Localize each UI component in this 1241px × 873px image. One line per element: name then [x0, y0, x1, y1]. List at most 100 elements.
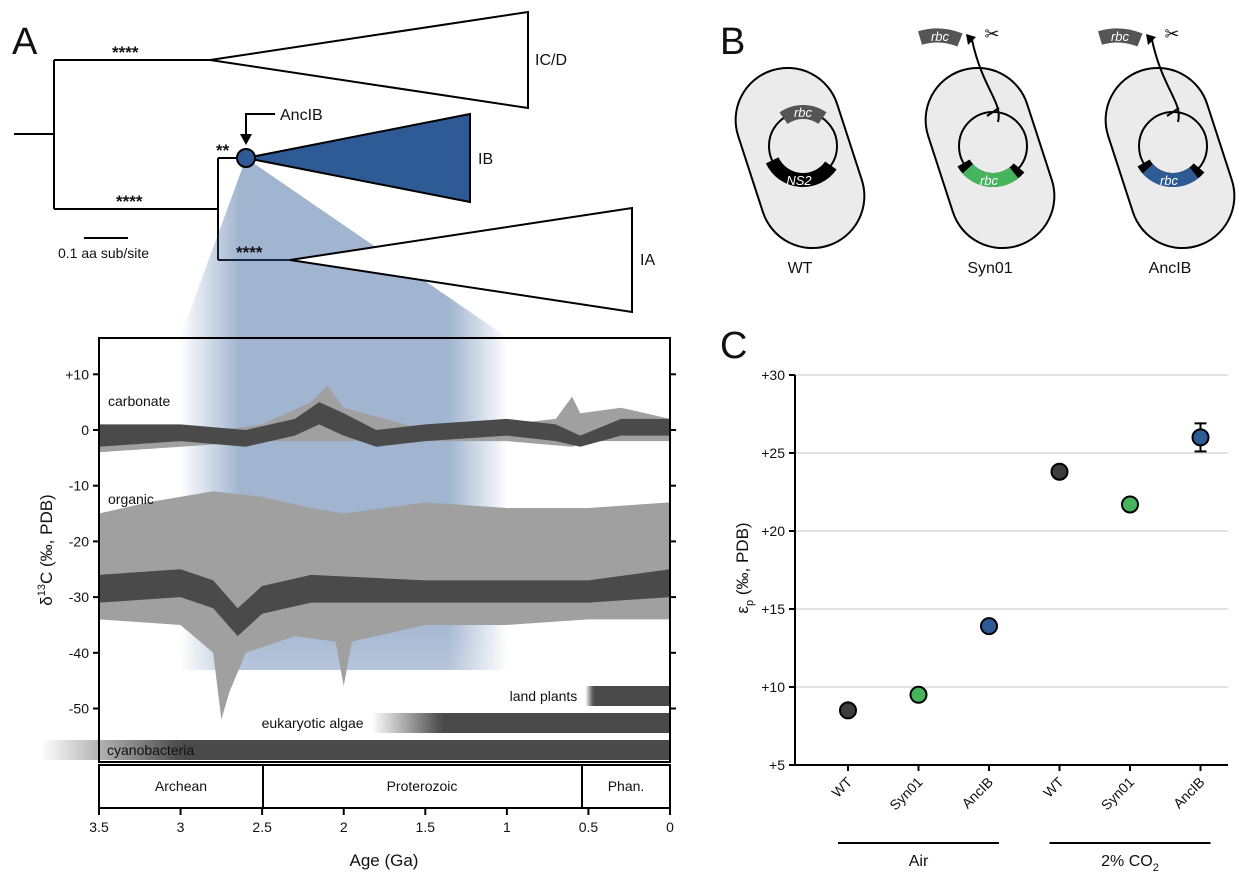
group-label: Air	[909, 853, 929, 870]
range-label: land plants	[510, 688, 578, 704]
strain-label: Syn01	[967, 260, 1012, 277]
ns2-label: NS2	[786, 173, 812, 188]
range-label: cyanobacteria	[107, 742, 194, 758]
range-fade	[585, 686, 594, 706]
node-label-ancib: AncIB	[280, 107, 323, 124]
y-tick-label: +30	[761, 367, 785, 383]
scissors-icon: ✂	[1164, 24, 1179, 44]
x-tick-label: 3	[177, 819, 185, 835]
support-ib: **	[216, 141, 230, 160]
condition-groups: Air 2% CO2	[838, 842, 1211, 873]
organic-envelope	[99, 491, 670, 720]
x-tick-label: 0.5	[579, 819, 599, 835]
clade-ia-triangle	[289, 206, 633, 314]
eon-archean: Archean	[155, 778, 207, 794]
y-tick-label: -30	[69, 589, 89, 605]
eon-proterozoic: Proterozoic	[387, 778, 458, 794]
y-tick-label: +25	[761, 445, 785, 461]
strain-label: WT	[788, 260, 813, 277]
rbc-label: rbc	[794, 105, 813, 120]
isotope-x-label: Age (Ga)	[350, 851, 419, 870]
organic-mean-band	[99, 569, 670, 637]
series-label-carbonate: carbonate	[108, 393, 170, 409]
x-tick-label: 2	[340, 819, 348, 835]
isotope-plot-frame	[98, 337, 671, 763]
x-tick-label: WT	[1040, 773, 1067, 800]
x-tick-label: AncIB	[1170, 774, 1208, 812]
excised-rbc	[917, 28, 963, 47]
x-tick-label: 2.5	[252, 819, 272, 835]
arrowhead-icon	[1146, 34, 1156, 45]
cut-mark	[986, 107, 1000, 117]
x-tick-label: Syn01	[886, 774, 926, 814]
panel-a-letter: A	[12, 21, 38, 63]
arrowhead-icon	[240, 134, 252, 145]
insert-rbc	[962, 163, 1019, 187]
insert-rbc-label: rbc	[1160, 173, 1179, 188]
strain-label: AncIB	[1149, 260, 1192, 277]
excision-arrow-icon	[971, 39, 1000, 123]
isotope-y-ticks: +10 0 -10 -20 -30 -40 -50	[65, 366, 676, 717]
y-tick-label: +15	[761, 601, 785, 617]
cell-outline	[1104, 66, 1236, 250]
y-tick-label: 0	[81, 422, 89, 438]
clade-label-icd: IC/D	[535, 52, 567, 69]
eon-phanerozoic: Phan.	[608, 778, 645, 794]
excision-arrow-icon	[1151, 39, 1180, 123]
y-tick-label: +20	[761, 523, 785, 539]
clade-label-ib: IB	[478, 151, 493, 168]
scatter-y-label: εp (‰, PDB)	[733, 522, 756, 613]
scissors-icon: ✂	[984, 24, 999, 44]
y-tick-label: -10	[69, 478, 89, 494]
excised-rbc	[1097, 28, 1143, 47]
clade-icd-triangle	[209, 10, 529, 110]
ancib-arrow-icon	[245, 113, 275, 136]
cell-outline	[734, 66, 866, 250]
y-tick-label: +10	[65, 366, 89, 382]
excised-rbc-label: rbc	[1111, 29, 1130, 44]
scale-label: 0.1 aa sub/site	[58, 245, 149, 261]
fractionation-scatter: +5 +10 +15 +20 +25 +30 WT Syn01 AncIB WT Syn01 AncI…	[761, 367, 1228, 813]
data-point	[1050, 462, 1069, 481]
range-fade	[371, 713, 442, 733]
x-tick-label: 3.5	[89, 819, 109, 835]
panel-b-letter: B	[720, 21, 745, 63]
x-tick-label: 0	[666, 819, 674, 835]
support-icd: ****	[112, 43, 139, 62]
isotope-y-label: δ13C (‰, PDB)	[36, 494, 56, 605]
range-bar	[441, 713, 670, 733]
cell-diagrams: rbc NS2 WT rbc rbc ✂ Syn01 rbc rbc ✂ AncIB	[734, 24, 1236, 277]
y-tick-label: -50	[69, 701, 89, 717]
insert-rbc	[1142, 163, 1199, 187]
range-fade	[40, 740, 181, 760]
isotope-chart: land plants eukaryotic algae cyanobacteria…	[36, 337, 676, 870]
y-tick-label: +10	[761, 679, 785, 695]
y-tick-label: +5	[769, 757, 785, 773]
cut-mark	[1166, 107, 1180, 117]
x-tick-label: 1.5	[416, 819, 436, 835]
group-label: 2% CO2	[1101, 853, 1159, 873]
range-bar	[180, 740, 671, 760]
arrowhead-icon	[966, 34, 976, 45]
data-point	[1121, 495, 1139, 514]
x-tick-label: AncIB	[958, 774, 996, 812]
clade-ib-triangle	[245, 112, 471, 204]
ns2-site	[765, 157, 837, 187]
range-bar	[593, 686, 670, 706]
range-label: eukaryotic algae	[262, 715, 364, 731]
panel-c-letter: C	[720, 325, 747, 367]
rbc-gene	[779, 105, 827, 125]
x-tick-label: Syn01	[1098, 774, 1138, 814]
data-point	[980, 617, 998, 636]
cell-outline	[924, 66, 1056, 250]
x-tick-label: WT	[828, 773, 855, 800]
carbonate-mean-band	[99, 402, 670, 447]
data-point	[909, 685, 928, 704]
data-point	[1191, 428, 1210, 447]
y-tick-label: -20	[69, 533, 89, 549]
data-point	[839, 701, 857, 720]
isotope-x-ticks: 3.5 3 2.5 2 1.5 1 0.5 0	[89, 808, 674, 835]
excised-rbc-label: rbc	[931, 29, 950, 44]
series-label-organic: organic	[108, 491, 154, 507]
